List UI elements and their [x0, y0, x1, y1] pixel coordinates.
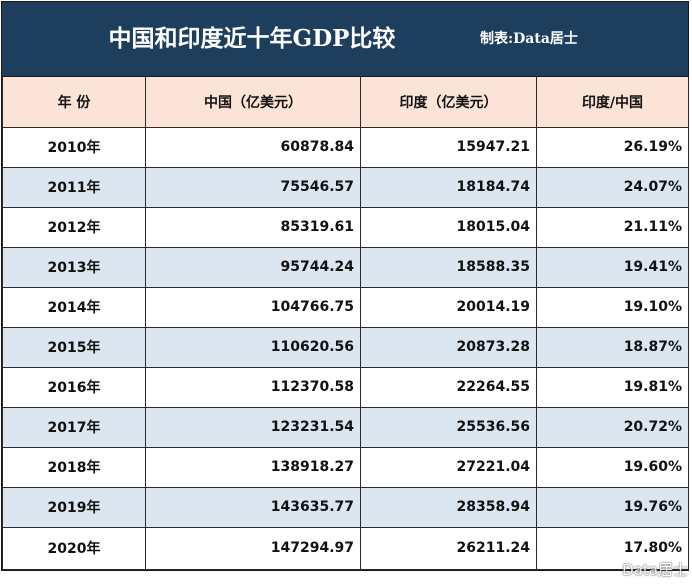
column-header-india: 印度（亿美元） — [360, 77, 537, 128]
table-credit: 制表:Data居士 — [480, 31, 578, 47]
china-gdp-cell: 95744.24 — [145, 246, 361, 288]
year-cell: 2013年 — [2, 246, 146, 288]
year-cell: 2011年 — [2, 166, 146, 208]
china-gdp-cell: 147294.97 — [145, 526, 361, 570]
ratio-cell: 21.11% — [536, 206, 689, 248]
ratio-cell: 19.81% — [536, 366, 689, 408]
ratio-cell: 26.19% — [536, 126, 689, 168]
china-gdp-cell: 85319.61 — [145, 206, 361, 248]
india-gdp-cell: 25536.56 — [360, 406, 537, 448]
table-row: 2019年 143635.77 28358.94 19.76% — [2, 486, 689, 528]
ratio-cell: 19.41% — [536, 246, 689, 288]
column-header-china: 中国（亿美元） — [145, 77, 361, 128]
china-gdp-cell: 75546.57 — [145, 166, 361, 208]
gdp-table-sheet: 中国和印度近十年GDP比较 制表:Data居士 年 份 中国（亿美元） 印度（亿… — [1, 1, 689, 571]
china-gdp-cell: 110620.56 — [145, 326, 361, 368]
year-cell: 2020年 — [2, 526, 146, 570]
year-cell: 2015年 — [2, 326, 146, 368]
year-cell: 2019年 — [2, 486, 146, 528]
india-gdp-cell: 18015.04 — [360, 206, 537, 248]
table-row: 2018年 138918.27 27221.04 19.60% — [2, 446, 689, 488]
table-row: 2020年 147294.97 26211.24 17.80% — [2, 526, 689, 570]
table-row: 2014年 104766.75 20014.19 19.10% — [2, 286, 689, 328]
ratio-cell: 17.80% — [536, 526, 689, 570]
ratio-cell: 19.76% — [536, 486, 689, 528]
ratio-cell: 18.87% — [536, 326, 689, 368]
gdp-table: 年 份 中国（亿美元） 印度（亿美元） 印度/中国 2010年 60878.84 1… — [2, 77, 689, 570]
column-header-ratio: 印度/中国 — [536, 77, 689, 128]
title-bar: 中国和印度近十年GDP比较 制表:Data居士 — [2, 2, 688, 77]
china-gdp-cell: 60878.84 — [145, 126, 361, 168]
india-gdp-cell: 20014.19 — [360, 286, 537, 328]
table-row: 2010年 60878.84 15947.21 26.19% — [2, 126, 689, 168]
table-row: 2011年 75546.57 18184.74 24.07% — [2, 166, 689, 208]
year-cell: 2014年 — [2, 286, 146, 328]
india-gdp-cell: 28358.94 — [360, 486, 537, 528]
year-cell: 2017年 — [2, 406, 146, 448]
year-cell: 2010年 — [2, 126, 146, 168]
year-cell: 2018年 — [2, 446, 146, 488]
ratio-cell: 19.60% — [536, 446, 689, 488]
table-title: 中国和印度近十年GDP比较 — [108, 25, 396, 52]
china-gdp-cell: 143635.77 — [145, 486, 361, 528]
header-row: 年 份 中国（亿美元） 印度（亿美元） 印度/中国 — [2, 77, 689, 128]
ratio-cell: 19.10% — [536, 286, 689, 328]
india-gdp-cell: 20873.28 — [360, 326, 537, 368]
year-cell: 2012年 — [2, 206, 146, 248]
china-gdp-cell: 123231.54 — [145, 406, 361, 448]
column-header-year: 年 份 — [2, 77, 146, 128]
india-gdp-cell: 27221.04 — [360, 446, 537, 488]
india-gdp-cell: 26211.24 — [360, 526, 537, 570]
china-gdp-cell: 104766.75 — [145, 286, 361, 328]
china-gdp-cell: 112370.58 — [145, 366, 361, 408]
ratio-cell: 20.72% — [536, 406, 689, 448]
china-gdp-cell: 138918.27 — [145, 446, 361, 488]
table-row: 2017年 123231.54 25536.56 20.72% — [2, 406, 689, 448]
india-gdp-cell: 22264.55 — [360, 366, 537, 408]
year-cell: 2016年 — [2, 366, 146, 408]
table-row: 2016年 112370.58 22264.55 19.81% — [2, 366, 689, 408]
table-row: 2012年 85319.61 18015.04 21.11% — [2, 206, 689, 248]
india-gdp-cell: 15947.21 — [360, 126, 537, 168]
table-row: 2015年 110620.56 20873.28 18.87% — [2, 326, 689, 368]
india-gdp-cell: 18588.35 — [360, 246, 537, 288]
watermark: Data居士 — [622, 561, 688, 579]
table-row: 2013年 95744.24 18588.35 19.41% — [2, 246, 689, 288]
india-gdp-cell: 18184.74 — [360, 166, 537, 208]
ratio-cell: 24.07% — [536, 166, 689, 208]
